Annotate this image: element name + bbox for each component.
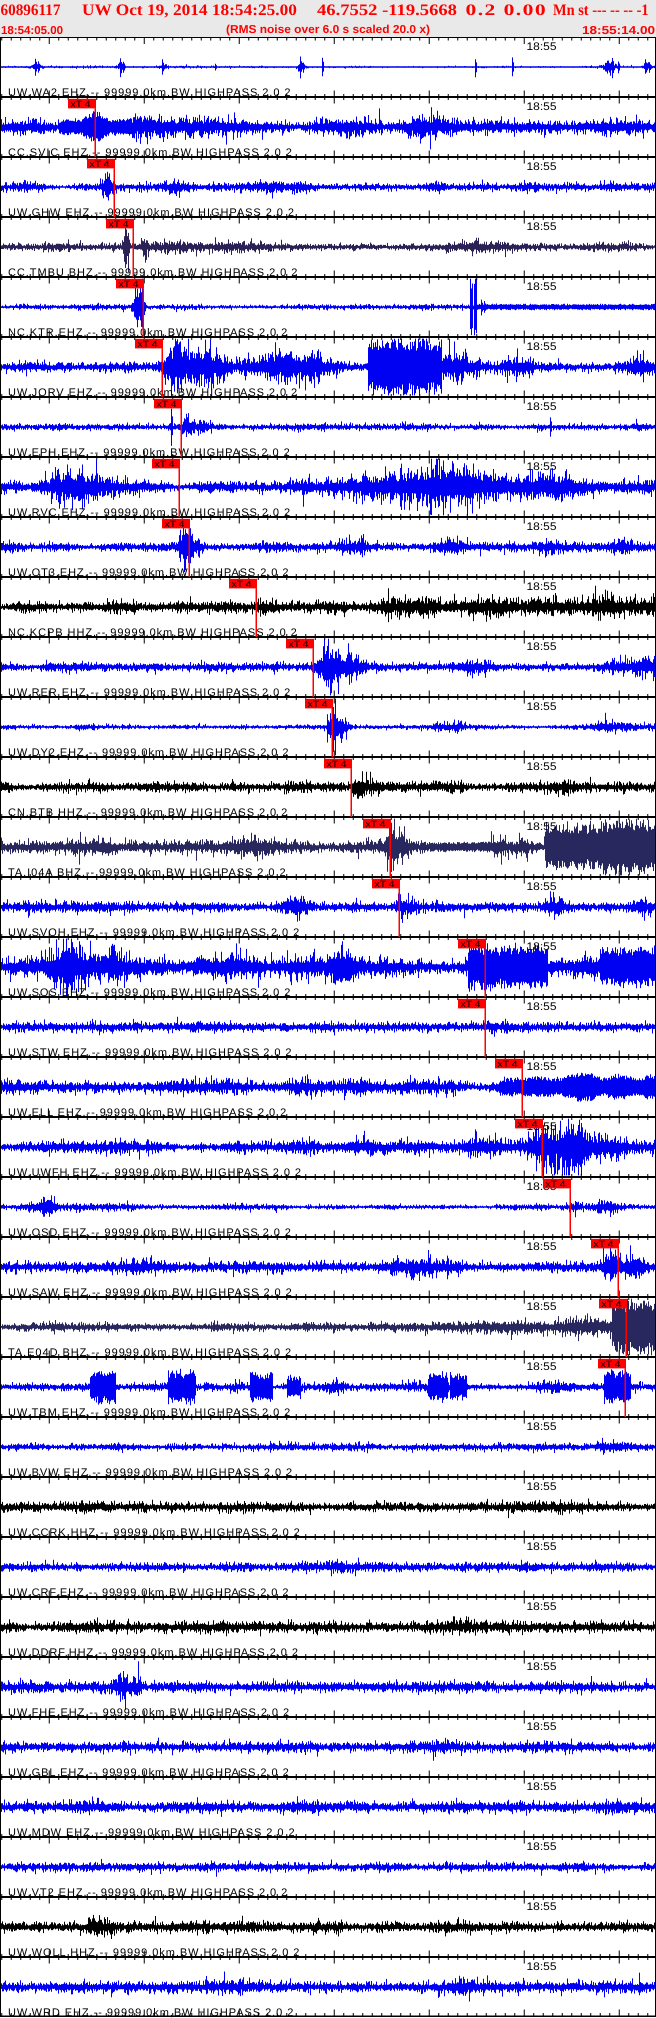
- svg-text:xT 4: xT 4: [602, 1299, 622, 1309]
- svg-text:xT 4: xT 4: [155, 459, 175, 469]
- svg-text:xT 4: xT 4: [461, 999, 481, 1009]
- svg-text:xT 4: xT 4: [518, 1119, 538, 1129]
- svg-text:18:55: 18:55: [527, 1421, 557, 1433]
- svg-text:18:55: 18:55: [527, 1301, 557, 1313]
- svg-text:18:55: 18:55: [527, 161, 557, 173]
- svg-text:18:55: 18:55: [527, 341, 557, 353]
- svg-text:18:55: 18:55: [527, 941, 557, 953]
- svg-text:18:55: 18:55: [527, 401, 557, 413]
- svg-text:0.2 0.00: 0.2 0.00: [466, 2, 548, 19]
- svg-text:xT 4: xT 4: [461, 939, 481, 949]
- svg-text:(RMS noise over 6.0 s scaled 2: (RMS noise over 6.0 s scaled 20.0 x): [226, 24, 430, 36]
- svg-text:18:55: 18:55: [527, 41, 557, 53]
- svg-text:xT 4: xT 4: [71, 99, 91, 109]
- svg-text:18:55: 18:55: [527, 761, 557, 773]
- svg-text:18:55: 18:55: [527, 221, 557, 233]
- svg-text:18:54:05.00: 18:54:05.00: [1, 25, 63, 37]
- svg-text:18:55: 18:55: [527, 1661, 557, 1673]
- svg-text:UW Oct 19, 2014 18:54:25.00: UW Oct 19, 2014 18:54:25.00: [82, 2, 297, 19]
- svg-text:18:55: 18:55: [527, 1541, 557, 1553]
- svg-text:18:55: 18:55: [527, 101, 557, 113]
- svg-text:xT 4: xT 4: [327, 759, 347, 769]
- svg-text:xT 4: xT 4: [366, 819, 386, 829]
- svg-text:18:55: 18:55: [527, 1001, 557, 1013]
- svg-text:xT 4: xT 4: [498, 1059, 518, 1069]
- svg-text:18:55: 18:55: [527, 1721, 557, 1733]
- svg-text:18:55: 18:55: [527, 881, 557, 893]
- svg-text:18:55: 18:55: [527, 1961, 557, 1973]
- svg-text:60896117: 60896117: [1, 2, 61, 19]
- svg-text:46.7552 -119.5668: 46.7552 -119.5668: [317, 2, 457, 19]
- svg-text:18:55: 18:55: [527, 1901, 557, 1913]
- svg-text:18:55: 18:55: [527, 1601, 557, 1613]
- svg-text:18:55: 18:55: [527, 1241, 557, 1253]
- svg-text:xT 4: xT 4: [157, 399, 177, 409]
- svg-text:xT 4: xT 4: [109, 219, 129, 229]
- svg-text:18:55: 18:55: [527, 1361, 557, 1373]
- svg-text:xT 4: xT 4: [289, 639, 309, 649]
- svg-text:18:55: 18:55: [527, 521, 557, 533]
- svg-text:18:55:14.00: 18:55:14.00: [582, 25, 655, 37]
- svg-text:xT 4: xT 4: [546, 1179, 566, 1189]
- svg-text:18:55: 18:55: [527, 701, 557, 713]
- svg-text:18:55: 18:55: [527, 1841, 557, 1853]
- svg-text:18:55: 18:55: [527, 281, 557, 293]
- svg-text:Mn st --- -- -- -1: Mn st --- -- -- -1: [553, 2, 649, 19]
- svg-text:xT 4: xT 4: [90, 159, 110, 169]
- svg-text:xT 4: xT 4: [594, 1239, 614, 1249]
- svg-text:UW.WRD EHZ.-- 99999.0km,BW HI: UW.WRD EHZ.-- 99999.0km,BW HIGHPASS 2.0 …: [8, 2007, 294, 2018]
- svg-text:18:55: 18:55: [527, 1781, 557, 1793]
- svg-text:18:55: 18:55: [527, 1061, 557, 1073]
- svg-text:18:55: 18:55: [527, 641, 557, 653]
- svg-text:18:55: 18:55: [527, 1481, 557, 1493]
- svg-text:xT 4: xT 4: [375, 879, 395, 889]
- svg-text:xT 4: xT 4: [601, 1359, 621, 1369]
- svg-text:xT 4: xT 4: [119, 279, 139, 289]
- svg-text:xT 4: xT 4: [138, 339, 158, 349]
- svg-text:18:55: 18:55: [527, 461, 557, 473]
- svg-text:18:55: 18:55: [527, 821, 557, 833]
- svg-text:xT 4: xT 4: [165, 519, 185, 529]
- svg-text:xT 4: xT 4: [308, 699, 328, 709]
- svg-text:xT 4: xT 4: [232, 579, 252, 589]
- svg-text:18:55: 18:55: [527, 581, 557, 593]
